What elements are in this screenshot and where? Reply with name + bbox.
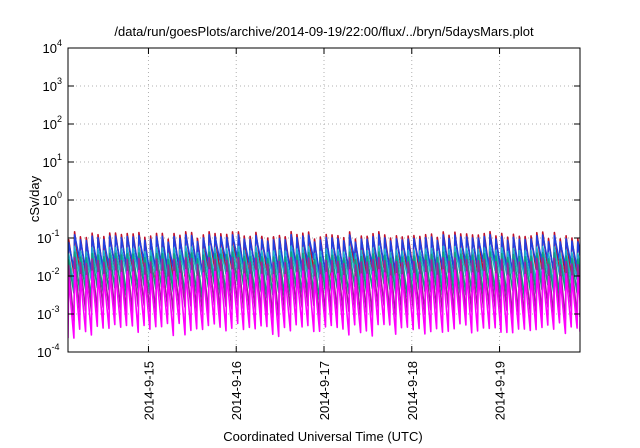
y-tick-label: 103	[43, 76, 62, 94]
y-tick-label: 10-4	[37, 342, 59, 360]
chart-title: /data/run/goesPlots/archive/2014-09-19/2…	[114, 24, 534, 39]
y-tick-label: 104	[43, 38, 62, 56]
series-layer	[68, 230, 580, 339]
x-tick-label: 2014-9-16	[229, 361, 244, 420]
x-tick-label: 2014-9-15	[141, 361, 156, 420]
y-tick-label: 101	[43, 152, 62, 170]
y-tick-label: 102	[43, 114, 62, 132]
y-axis-label: cSv/day	[27, 175, 42, 222]
x-tick-label: 2014-9-17	[317, 361, 332, 420]
y-tick-label: 100	[43, 190, 62, 208]
y-tick-label: 10-2	[37, 266, 59, 284]
x-tick-label: 2014-9-18	[405, 361, 420, 420]
y-tick-label: 10-3	[37, 304, 59, 322]
y-tick-label: 10-1	[37, 228, 59, 246]
x-tick-label: 2014-9-19	[493, 361, 508, 420]
x-axis-label: Coordinated Universal Time (UTC)	[223, 429, 422, 444]
plot-frame	[67, 47, 581, 353]
series-line	[68, 268, 580, 339]
axes: 10-4 10-3 10-2 10-1 100 101 102 103 104 2014-9-15…	[37, 38, 581, 420]
